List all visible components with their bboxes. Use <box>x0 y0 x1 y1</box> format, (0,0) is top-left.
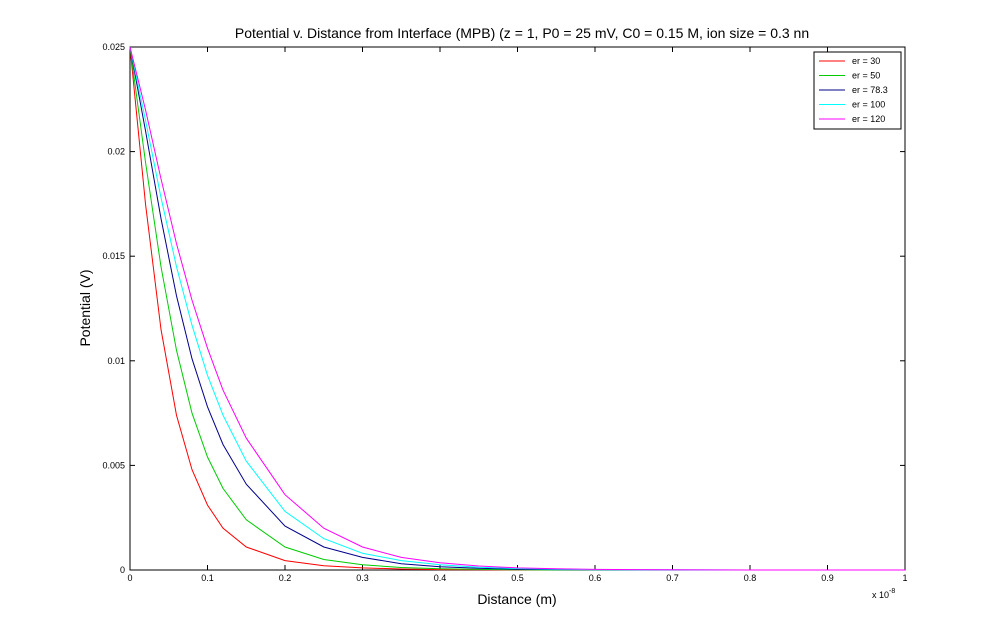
x-tick-label: 0.1 <box>201 573 214 583</box>
x-tick-label: 0 <box>127 573 132 583</box>
y-axis-label: Potential (V) <box>77 269 93 346</box>
x-axis-label: Distance (m) <box>477 591 556 607</box>
y-tick-label: 0 <box>120 565 125 575</box>
legend-entry: er = 30 <box>852 56 880 66</box>
x-axis-exponent-power: -8 <box>889 588 895 595</box>
x-tick-label: 0.3 <box>356 573 369 583</box>
y-tick-label: 0.02 <box>107 147 125 157</box>
series-line <box>129 46 905 571</box>
plot-area <box>129 46 906 571</box>
series-lines <box>129 46 905 571</box>
x-tick-label: 0.9 <box>821 573 834 583</box>
x-tick-label: 0.6 <box>589 573 602 583</box>
x-tick-label: 0.4 <box>434 573 447 583</box>
x-tick-label: 0.5 <box>511 573 524 583</box>
chart-title: Potential v. Distance from Interface (MP… <box>235 25 809 41</box>
x-axis-exponent: x 10-8 <box>872 588 895 600</box>
y-axis-ticks: 0 0.005 0.01 0.015 0.02 0.025 <box>102 42 905 575</box>
x-axis-exponent-base: x 10 <box>872 590 889 600</box>
x-tick-label: 0.2 <box>279 573 292 583</box>
y-tick-label: 0.01 <box>107 356 125 366</box>
y-tick-label: 0.005 <box>102 460 125 470</box>
x-tick-label: 0.7 <box>666 573 679 583</box>
x-tick-label: 1 <box>902 573 907 583</box>
legend-entry: er = 100 <box>852 100 885 110</box>
legend-entry: er = 78.3 <box>852 85 888 95</box>
legend-entry: er = 50 <box>852 71 880 81</box>
x-axis-ticks: 0 0.1 0.2 0.3 0.4 0.5 0.6 0.7 0.8 0.9 1 <box>127 47 908 583</box>
y-tick-label: 0.025 <box>102 42 125 52</box>
x-tick-label: 0.8 <box>744 573 757 583</box>
legend-entry: er = 120 <box>852 114 885 124</box>
legend: er = 30 er = 50 er = 78.3 er = 100 er = 120 <box>813 51 902 130</box>
y-tick-label: 0.015 <box>102 251 125 261</box>
